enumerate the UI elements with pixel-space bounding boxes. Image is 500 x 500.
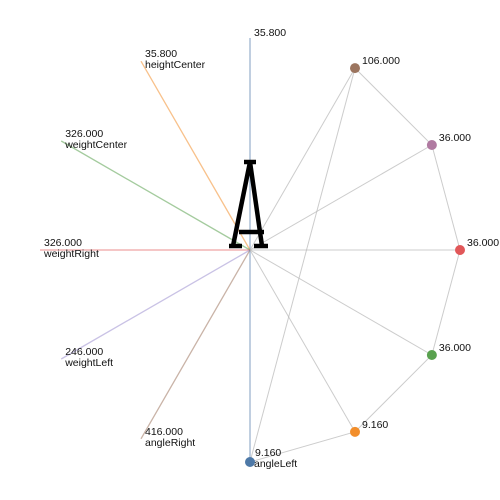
- axis-name-label: angleLeft: [254, 458, 297, 470]
- axis-labels: 35.80035.800heightCenter326.000weightCen…: [43, 27, 499, 470]
- point-value-label: 106.000: [362, 55, 400, 67]
- data-point: [350, 63, 360, 74]
- axis-spoke: [60, 140, 251, 251]
- axis-value-label: 326.000: [44, 237, 82, 249]
- axis-value-label: 35.800: [145, 48, 177, 60]
- axis-spoke: [140, 249, 251, 440]
- cross-line: [249, 249, 433, 356]
- axis-name-label: weightCenter: [64, 139, 127, 151]
- axis-value-label: 9.160: [255, 447, 281, 459]
- axis-value-label: 416.000: [145, 426, 183, 438]
- data-points: [245, 63, 465, 467]
- data-point: [455, 245, 465, 255]
- cross-line: [249, 67, 356, 251]
- outline-polygon: [249, 67, 461, 463]
- axis-value-label: 246.000: [65, 346, 103, 358]
- outline-polyline: [249, 67, 461, 463]
- cross-line: [249, 144, 433, 251]
- cross-lines: [249, 67, 460, 463]
- axis-name-label: weightRight: [43, 248, 99, 260]
- axis-spoke: [60, 249, 251, 360]
- axis-spokes: [40, 38, 251, 462]
- axis-value-label: 326.000: [65, 128, 103, 140]
- data-point: [350, 426, 360, 437]
- point-value-label: 36.000: [439, 132, 471, 144]
- data-point: [426, 350, 437, 360]
- axis-value-label: 35.800: [254, 27, 286, 39]
- cross-line: [249, 249, 356, 433]
- data-point: [245, 457, 255, 467]
- point-value-label: 36.000: [467, 237, 499, 249]
- axis-name-label: heightCenter: [145, 59, 206, 71]
- data-point: [426, 140, 437, 150]
- axis-name-label: angleRight: [145, 437, 195, 449]
- point-value-label: 9.160: [362, 419, 388, 431]
- center-glyph: A: [229, 159, 268, 249]
- cross-line: [249, 68, 356, 463]
- axis-spoke: [140, 60, 251, 251]
- point-value-label: 36.000: [439, 342, 471, 354]
- axis-name-label: weightLeft: [64, 357, 113, 369]
